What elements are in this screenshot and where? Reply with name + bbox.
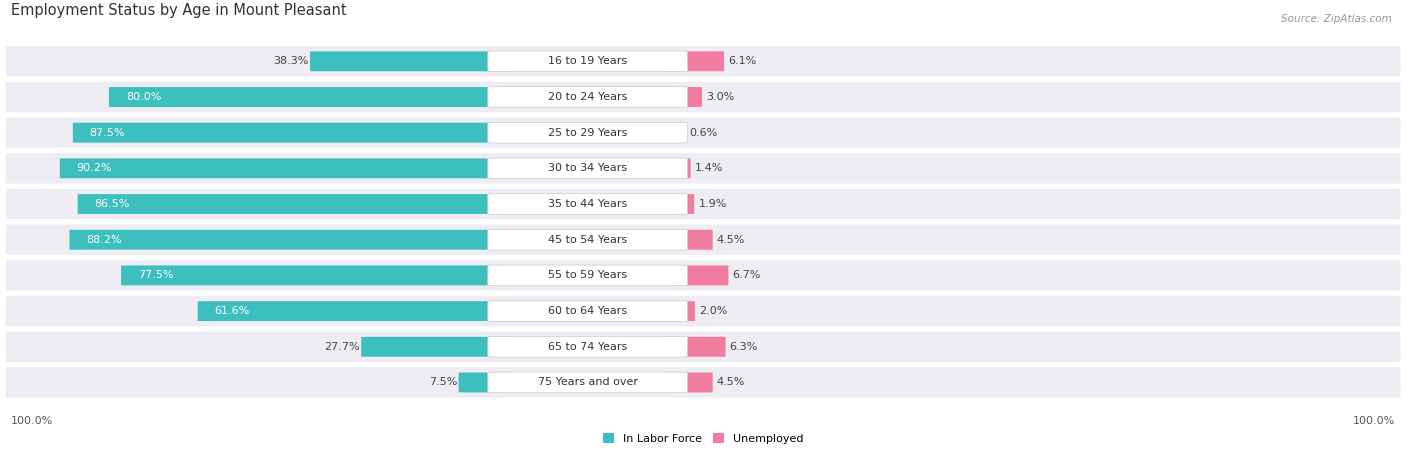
FancyBboxPatch shape xyxy=(361,337,506,357)
Text: 86.5%: 86.5% xyxy=(94,199,129,209)
Text: 0.6%: 0.6% xyxy=(689,128,717,138)
FancyBboxPatch shape xyxy=(669,51,724,71)
Text: 3.0%: 3.0% xyxy=(706,92,734,102)
FancyBboxPatch shape xyxy=(311,51,506,71)
FancyBboxPatch shape xyxy=(110,87,506,107)
FancyBboxPatch shape xyxy=(669,87,702,107)
FancyBboxPatch shape xyxy=(4,116,1402,149)
FancyBboxPatch shape xyxy=(488,372,688,393)
FancyBboxPatch shape xyxy=(488,122,688,143)
FancyBboxPatch shape xyxy=(77,194,506,214)
Text: 7.5%: 7.5% xyxy=(429,377,457,387)
FancyBboxPatch shape xyxy=(488,87,688,107)
FancyBboxPatch shape xyxy=(488,301,688,322)
FancyBboxPatch shape xyxy=(60,158,506,178)
FancyBboxPatch shape xyxy=(4,80,1402,114)
Text: 88.2%: 88.2% xyxy=(86,235,122,245)
Text: 38.3%: 38.3% xyxy=(273,56,309,66)
Text: 75 Years and over: 75 Years and over xyxy=(537,377,638,387)
FancyBboxPatch shape xyxy=(458,373,506,392)
FancyBboxPatch shape xyxy=(669,230,713,250)
FancyBboxPatch shape xyxy=(488,193,688,214)
Text: 65 to 74 Years: 65 to 74 Years xyxy=(548,342,627,352)
Text: 27.7%: 27.7% xyxy=(325,342,360,352)
Text: 87.5%: 87.5% xyxy=(90,128,125,138)
Text: 25 to 29 Years: 25 to 29 Years xyxy=(548,128,627,138)
Text: 2.0%: 2.0% xyxy=(699,306,727,316)
FancyBboxPatch shape xyxy=(669,266,728,285)
FancyBboxPatch shape xyxy=(69,230,506,250)
Text: Source: ZipAtlas.com: Source: ZipAtlas.com xyxy=(1281,14,1392,23)
Text: 45 to 54 Years: 45 to 54 Years xyxy=(548,235,627,245)
Text: 4.5%: 4.5% xyxy=(717,235,745,245)
FancyBboxPatch shape xyxy=(488,51,688,72)
Text: 90.2%: 90.2% xyxy=(76,163,112,173)
Text: 16 to 19 Years: 16 to 19 Years xyxy=(548,56,627,66)
FancyBboxPatch shape xyxy=(669,301,695,321)
FancyBboxPatch shape xyxy=(4,295,1402,328)
Text: 35 to 44 Years: 35 to 44 Years xyxy=(548,199,627,209)
Text: 80.0%: 80.0% xyxy=(125,92,162,102)
FancyBboxPatch shape xyxy=(488,158,688,179)
FancyBboxPatch shape xyxy=(121,266,506,285)
Text: 100.0%: 100.0% xyxy=(11,416,53,426)
Text: 77.5%: 77.5% xyxy=(138,271,173,281)
FancyBboxPatch shape xyxy=(488,265,688,286)
FancyBboxPatch shape xyxy=(4,188,1402,221)
FancyBboxPatch shape xyxy=(488,336,688,357)
Text: Employment Status by Age in Mount Pleasant: Employment Status by Age in Mount Pleasa… xyxy=(11,4,347,18)
Text: 20 to 24 Years: 20 to 24 Years xyxy=(548,92,627,102)
FancyBboxPatch shape xyxy=(4,45,1402,78)
Text: 6.1%: 6.1% xyxy=(728,56,756,66)
FancyBboxPatch shape xyxy=(669,123,685,143)
FancyBboxPatch shape xyxy=(73,123,506,143)
FancyBboxPatch shape xyxy=(669,158,690,178)
Text: 4.5%: 4.5% xyxy=(717,377,745,387)
FancyBboxPatch shape xyxy=(669,373,713,392)
FancyBboxPatch shape xyxy=(4,330,1402,364)
FancyBboxPatch shape xyxy=(4,223,1402,256)
FancyBboxPatch shape xyxy=(488,230,688,250)
Text: 100.0%: 100.0% xyxy=(1353,416,1395,426)
FancyBboxPatch shape xyxy=(669,337,725,357)
FancyBboxPatch shape xyxy=(4,259,1402,292)
Legend: In Labor Force, Unemployed: In Labor Force, Unemployed xyxy=(598,429,808,448)
Text: 1.4%: 1.4% xyxy=(695,163,723,173)
FancyBboxPatch shape xyxy=(198,301,506,321)
Text: 6.7%: 6.7% xyxy=(733,271,761,281)
FancyBboxPatch shape xyxy=(4,152,1402,185)
FancyBboxPatch shape xyxy=(669,194,695,214)
Text: 61.6%: 61.6% xyxy=(215,306,250,316)
Text: 1.9%: 1.9% xyxy=(699,199,727,209)
Text: 30 to 34 Years: 30 to 34 Years xyxy=(548,163,627,173)
Text: 60 to 64 Years: 60 to 64 Years xyxy=(548,306,627,316)
Text: 6.3%: 6.3% xyxy=(730,342,758,352)
FancyBboxPatch shape xyxy=(4,366,1402,399)
Text: 55 to 59 Years: 55 to 59 Years xyxy=(548,271,627,281)
